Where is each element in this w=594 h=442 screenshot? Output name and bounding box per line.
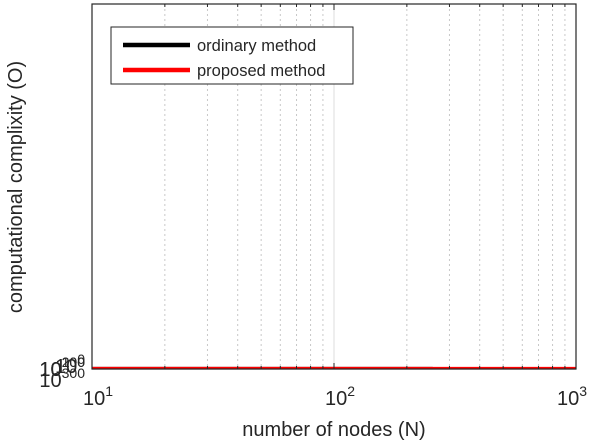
legend-box	[110, 26, 354, 85]
ticks	[91, 4, 577, 370]
x-axis-label: number of nodes (N)	[242, 419, 425, 441]
y-tick-label: 10200	[39, 354, 85, 381]
legend-label-proposed: proposed method	[197, 62, 325, 80]
x-tick-label: 101	[83, 383, 113, 410]
y-tick-label: 10100	[39, 354, 85, 381]
y-tick-label: 100	[55, 351, 85, 378]
legend-label-ordinary: ordinary method	[197, 37, 316, 55]
y-tick-label: 10300	[39, 365, 85, 392]
legend: ordinary method proposed method	[110, 26, 354, 85]
y-axis-label: computational complixity (O)	[5, 61, 27, 313]
x-tick-label: 102	[325, 383, 355, 410]
x-tick-label: 103	[557, 383, 587, 410]
